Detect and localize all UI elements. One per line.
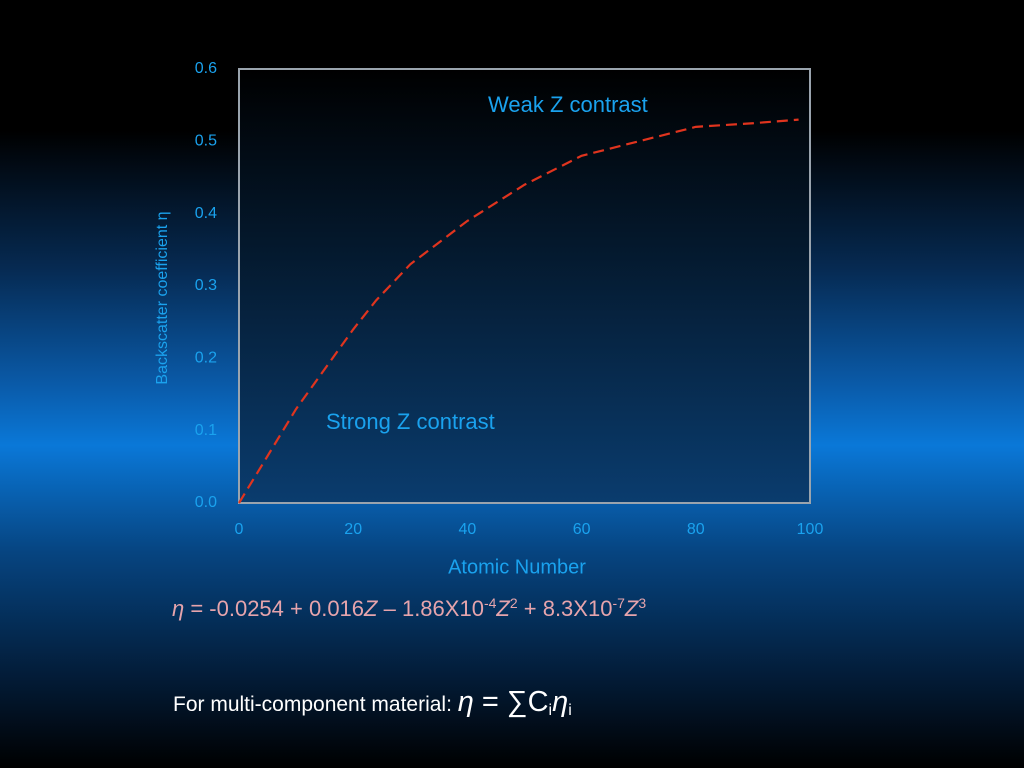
eq-part: – 1.86X10 bbox=[377, 596, 484, 621]
eq-part: + 8.3X10 bbox=[517, 596, 613, 621]
fn-part: i bbox=[548, 702, 553, 719]
eq-part: 3 bbox=[638, 595, 647, 611]
eq-part: -7 bbox=[612, 595, 625, 611]
y-tick-label: 0.4 bbox=[195, 205, 217, 222]
y-axis-label: Backscatter coefficient η bbox=[154, 211, 171, 384]
fn-part: η bbox=[552, 686, 569, 718]
y-tick-label: 0.0 bbox=[195, 494, 217, 511]
eq-part: = -0.0254 + 0.016 bbox=[184, 596, 365, 621]
fn-part: For multi-component material: bbox=[173, 693, 458, 716]
y-tick-label: 0.2 bbox=[195, 350, 217, 367]
x-tick-label: 40 bbox=[459, 521, 477, 538]
annotation: Strong Z contrast bbox=[326, 409, 495, 434]
annotation: Weak Z contrast bbox=[488, 92, 648, 117]
eq-part: η bbox=[172, 596, 185, 621]
eq-part: 2 bbox=[509, 595, 518, 611]
chart: Atomic Number Backscatter coefficient η … bbox=[154, 60, 824, 578]
x-tick-label: 0 bbox=[235, 521, 244, 538]
fn-part: = ∑C bbox=[473, 686, 549, 718]
eq-part: Z bbox=[364, 596, 378, 621]
x-tick-label: 60 bbox=[573, 521, 591, 538]
x-tick-label: 100 bbox=[797, 521, 824, 538]
y-tick-label: 0.5 bbox=[195, 133, 217, 150]
eq-part: Z bbox=[624, 596, 639, 621]
fn-part: i bbox=[568, 702, 572, 719]
footnote: For multi-component material: η = ∑Ciηi bbox=[173, 686, 572, 719]
fn-part: η bbox=[457, 686, 474, 718]
x-tick-label: 80 bbox=[687, 521, 705, 538]
data-line bbox=[238, 118, 799, 504]
eq-part: Z bbox=[496, 596, 510, 621]
x-axis-label: Atomic Number bbox=[448, 556, 586, 578]
plot-area bbox=[238, 68, 811, 504]
y-tick-label: 0.6 bbox=[195, 60, 217, 77]
x-tick-label: 20 bbox=[344, 521, 362, 538]
eq-part: -4 bbox=[483, 595, 497, 611]
equation: η = -0.0254 + 0.016Z – 1.86X10-4Z2 + 8.3… bbox=[172, 596, 646, 622]
y-tick-label: 0.3 bbox=[195, 277, 217, 294]
y-tick-label: 0.1 bbox=[195, 422, 217, 439]
